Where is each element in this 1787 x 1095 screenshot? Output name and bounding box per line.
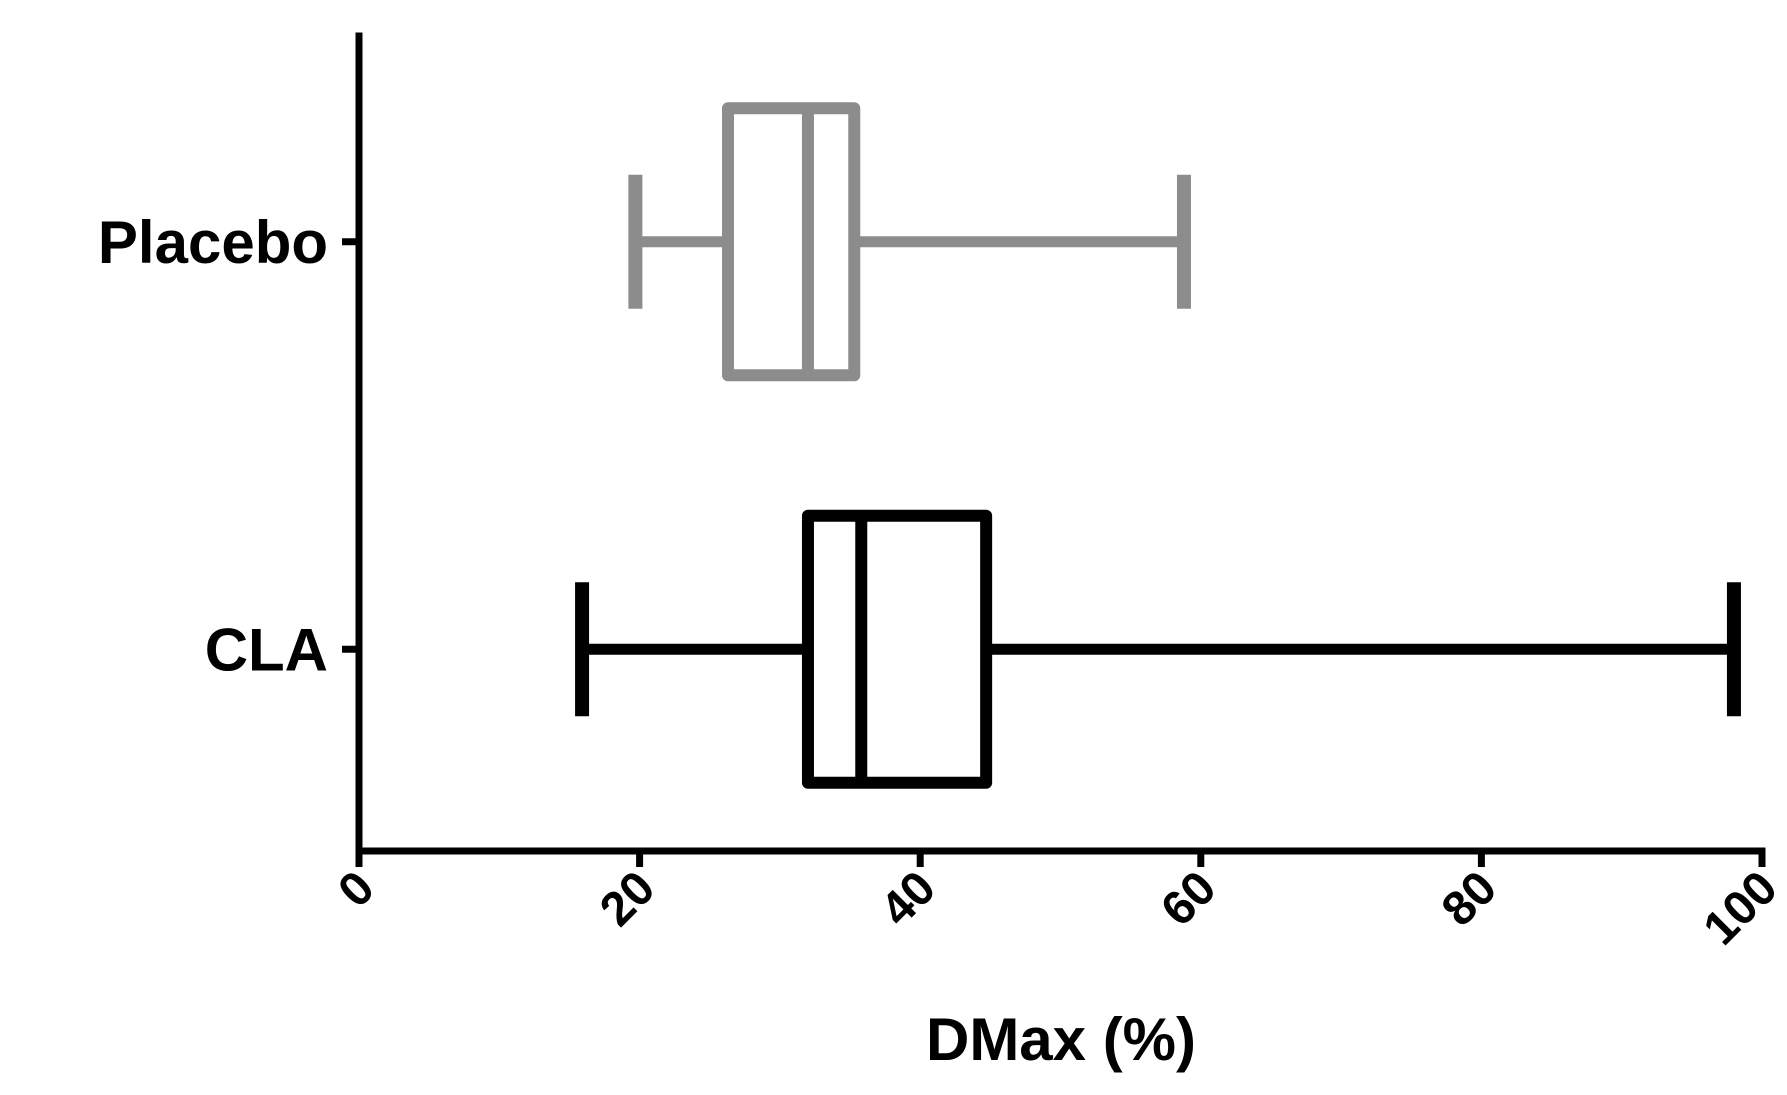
- chart-axes: [355, 32, 1766, 855]
- x-tick-label: 80: [1432, 861, 1507, 936]
- x-tick-label: 20: [590, 861, 665, 936]
- y-axis-ticks: Placebo CLA: [98, 209, 359, 683]
- box-group: [628, 102, 1191, 382]
- x-tick-label: 0: [328, 861, 384, 917]
- iqr-box: [721, 102, 861, 382]
- x-tick-label: 60: [1151, 861, 1226, 936]
- category-label: Placebo: [98, 209, 328, 276]
- x-axis-ticks: 0 20 40 60 80 100: [328, 851, 1787, 955]
- box-series: [575, 102, 1741, 789]
- x-axis-title: DMax (%): [926, 1006, 1196, 1073]
- x-tick-label: 100: [1694, 861, 1787, 955]
- x-tick-label: 40: [871, 861, 946, 936]
- category-label: CLA: [205, 616, 328, 683]
- box-group: [575, 509, 1741, 789]
- iqr-box: [801, 509, 993, 789]
